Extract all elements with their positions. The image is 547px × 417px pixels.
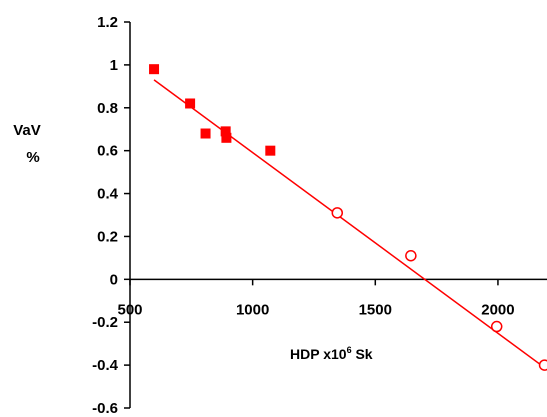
y-tick-label: 0.6 xyxy=(97,143,118,160)
data-point-filled xyxy=(221,132,232,143)
x-axis-label-suffix: Sk xyxy=(352,346,373,362)
x-tick-label: 1000 xyxy=(236,301,269,318)
y-tick-label: -0.6 xyxy=(92,400,118,417)
x-axis-label: HDP x106 Sk xyxy=(290,345,373,362)
x-tick-label: 1500 xyxy=(359,301,392,318)
x-axis-label-superscript: 6 xyxy=(347,345,352,355)
y-axis-label-line1: VaV xyxy=(13,122,41,139)
y-tick-label: -0.4 xyxy=(92,357,119,374)
data-point-filled xyxy=(265,145,276,156)
x-axis-ticks xyxy=(129,279,499,286)
y-axis-label-line2: % xyxy=(26,149,39,166)
x-tick-labels: 500 1000 1500 2000 xyxy=(117,301,514,318)
y-tick-label: 0.4 xyxy=(97,186,119,203)
trendline xyxy=(153,79,547,371)
data-point-open xyxy=(538,359,547,371)
y-axis-ticks xyxy=(124,21,130,409)
x-axis-label-main: HDP x10 xyxy=(290,346,347,362)
data-points xyxy=(149,64,547,371)
y-tick-label: 0.2 xyxy=(97,228,118,245)
y-tick-label: 1.2 xyxy=(97,14,118,31)
y-tick-label: 0 xyxy=(110,271,118,288)
data-point-filled xyxy=(149,64,160,75)
data-point-open xyxy=(405,249,417,262)
x-tick-label: 500 xyxy=(117,301,142,318)
data-point-filled xyxy=(220,126,231,137)
data-point-filled xyxy=(200,128,211,139)
y-tick-label: 0.8 xyxy=(97,100,118,117)
x-tick-label: 2000 xyxy=(481,301,514,318)
data-point-open xyxy=(490,320,503,333)
data-point-filled xyxy=(185,98,196,109)
y-tick-labels: -0.6 -0.4 -0.2 0 0.2 0.4 0.6 0.8 1 1.2 xyxy=(92,14,119,417)
y-tick-label: -0.2 xyxy=(92,314,118,331)
y-tick-label: 1 xyxy=(110,57,118,74)
data-point-open xyxy=(331,207,344,219)
